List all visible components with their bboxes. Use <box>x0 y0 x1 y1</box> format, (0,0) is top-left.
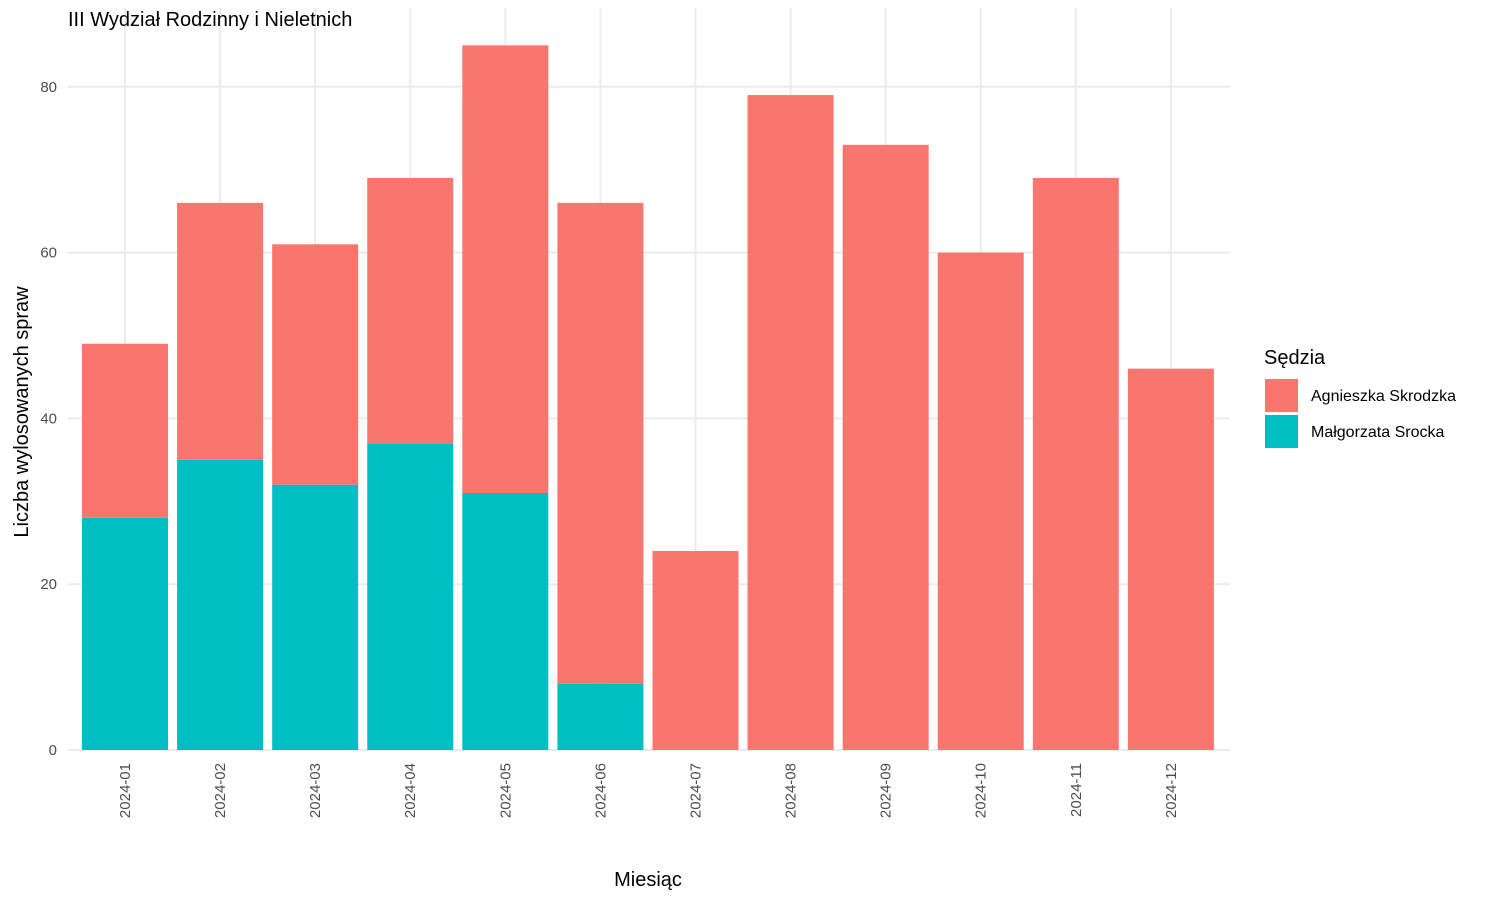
y-axis-ticks: 0 20 40 60 80 <box>40 79 57 759</box>
legend: Sędzia Agnieszka Skrodzka Małgorzata Sroc… <box>1264 347 1456 448</box>
x-axis-ticks: 2024-01 2024-02 2024-03 2024-04 2024-05 2024-… <box>117 763 1180 818</box>
bar-segment <box>652 551 739 750</box>
y-tick-label: 40 <box>40 410 57 427</box>
bar-segment <box>82 517 168 750</box>
bar-segment <box>557 202 644 684</box>
legend-swatch <box>1265 415 1298 448</box>
bar-segment <box>557 683 644 750</box>
y-tick-label: 60 <box>40 245 57 262</box>
x-tick-label: 2024-03 <box>307 763 324 818</box>
bar-segment <box>177 459 264 750</box>
x-tick-label: 2024-09 <box>878 763 895 818</box>
bar-segment <box>462 45 549 494</box>
bars-layer <box>82 45 1214 751</box>
legend-swatch <box>1265 379 1298 412</box>
x-axis-title: Miesiąc <box>614 869 682 891</box>
x-tick-label: 2024-08 <box>783 763 800 818</box>
legend-items: Agnieszka Skrodzka Małgorzata Srocka <box>1265 379 1456 448</box>
bar-segment <box>177 202 264 460</box>
x-tick-label: 2024-02 <box>212 763 229 818</box>
bar-segment <box>82 343 168 518</box>
bar-segment <box>367 177 454 444</box>
x-tick-label: 2024-11 <box>1068 763 1085 817</box>
y-tick-label: 20 <box>40 576 57 593</box>
x-tick-label: 2024-10 <box>973 763 990 818</box>
legend-title: Sędzia <box>1264 347 1326 369</box>
x-tick-label: 2024-12 <box>1163 763 1180 818</box>
y-axis-title: Liczba wylosowanych spraw <box>11 286 33 538</box>
bar-segment <box>1032 177 1119 751</box>
x-tick-label: 2024-05 <box>497 763 514 818</box>
y-tick-label: 0 <box>49 742 57 759</box>
y-tick-label: 80 <box>40 79 57 96</box>
bar-segment <box>842 144 929 750</box>
bar-segment <box>272 484 359 750</box>
bar-segment <box>367 443 454 750</box>
x-tick-label: 2024-06 <box>592 763 609 818</box>
x-tick-label: 2024-04 <box>402 763 419 818</box>
x-tick-label: 2024-07 <box>687 763 704 818</box>
bar-segment <box>1127 368 1214 750</box>
chart-title: III Wydział Rodzinny i Nieletnich <box>68 9 352 31</box>
bar-segment <box>747 95 834 751</box>
bar-segment <box>272 244 359 485</box>
x-tick-label: 2024-01 <box>117 763 134 818</box>
legend-label: Małgorzata Srocka <box>1311 424 1444 441</box>
bar-segment <box>462 493 549 750</box>
legend-label: Agnieszka Skrodzka <box>1311 388 1456 405</box>
bar-segment <box>937 252 1024 750</box>
